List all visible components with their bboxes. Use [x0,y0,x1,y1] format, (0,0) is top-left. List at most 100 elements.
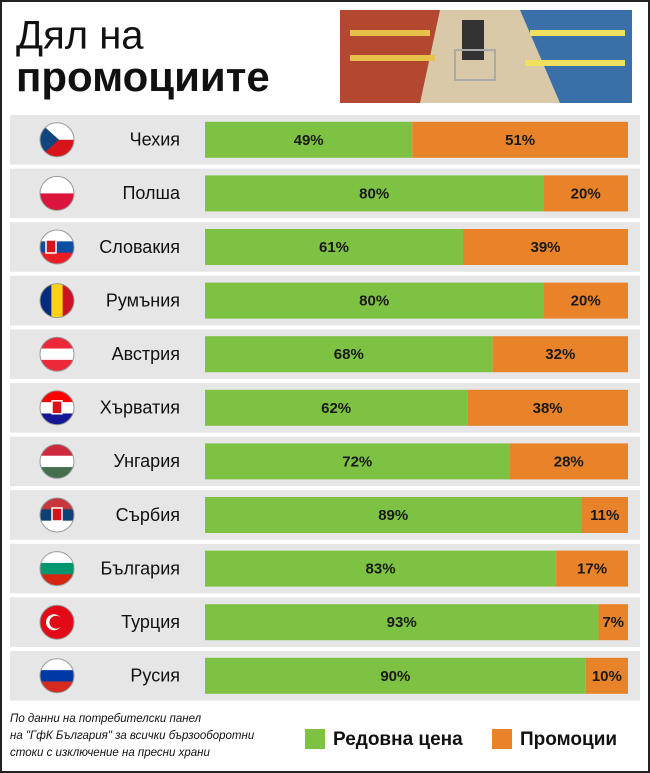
flag-border [39,390,75,426]
note: на "ГфК България" за всички бързооборотн… [10,730,255,742]
photo [340,10,632,103]
flag-shape [40,122,59,157]
flag-stripe [40,681,74,693]
flag-border [39,658,75,694]
flag-border [39,122,75,158]
bar-segment [585,657,628,694]
value-label: 83% [366,561,396,578]
flag-stripe [40,574,74,586]
note: стоки с изключение на пресни храни [10,747,210,759]
bar-segment [205,604,599,641]
flag [40,498,74,532]
bar-segment [598,604,628,641]
flag-stripe [40,467,74,479]
bar-segment [412,121,628,158]
flag [40,230,74,264]
flag [40,444,74,479]
flag-border [39,336,75,372]
bar-segment [205,389,468,426]
bar-segment [492,336,628,373]
value-label: 49% [294,132,324,149]
bar-segment [509,443,628,480]
flag-stripe [40,252,74,264]
bar-segment [205,175,544,212]
flag-stripe [40,176,74,194]
flag [40,337,74,372]
flag-stripe [40,390,74,403]
title-line: Дял на [16,14,144,58]
category-label: Хърватия [100,398,180,418]
bar-segment [205,229,464,265]
value-label: 68% [334,346,364,363]
flag-stripe [40,444,74,457]
bar-segment [205,443,510,480]
bar-segment [463,229,628,265]
flag-border [39,497,75,533]
legend-swatch [305,729,325,749]
value-label: 90% [380,668,410,685]
category-label: Полша [122,183,180,203]
category-label: Унгария [113,451,180,471]
category-label: България [100,558,180,578]
flag-stripe [40,283,52,318]
flag-stripe [40,520,74,532]
bar-segment [205,336,493,373]
flag-shape [49,615,63,629]
flag-border [39,443,75,479]
flag [40,176,74,211]
flag-stripe [40,348,74,361]
flag [40,605,74,640]
value-label: 80% [359,185,389,202]
value-label: 39% [530,239,560,256]
category-label: Турция [121,612,180,632]
category-label: Австрия [112,344,180,364]
flag-border [39,283,75,319]
bar-segment [543,175,628,212]
flag-stripe [40,230,74,242]
value-label: 32% [545,346,575,363]
category-label: Чехия [130,130,180,150]
flag-stripe [40,551,74,564]
bar-segment [556,550,628,587]
flag-border [39,604,75,640]
flag-shape [51,400,63,415]
category-label: Русия [130,666,180,686]
value-label: 72% [342,453,372,470]
flag [40,390,74,425]
flag-stripe [40,562,74,575]
flag-stripe [40,359,74,372]
flag-shape [51,507,63,522]
value-label: 20% [571,293,601,310]
bar-segment [205,121,413,158]
note: По данни на потребителски панел [10,713,202,725]
flag-stripe [40,498,74,510]
flag-border [39,551,75,587]
value-label: 80% [359,293,389,310]
flag [40,283,74,318]
category-label: Сърбия [116,505,180,525]
value-label: 17% [577,561,607,578]
flag-stripe [40,658,74,671]
value-label: 7% [602,614,624,631]
category-label: Словакия [99,237,180,257]
value-label: 11% [590,507,619,524]
legend-label: Промоции [520,729,617,750]
value-label: 20% [571,185,601,202]
flag [40,658,74,693]
flag-stripe [62,283,74,318]
flag-border [39,175,75,211]
value-label: 89% [378,507,408,524]
flag-stripe [40,193,74,211]
bar-segment [205,282,544,319]
bar-segment [467,389,628,426]
value-label: 38% [533,400,563,417]
bar-segment [205,497,582,533]
bar-segment [543,282,628,319]
category-label: Румъния [106,290,180,310]
flag-stripe [40,413,74,425]
flag-stripe [40,337,74,350]
flag-border [39,229,75,265]
flag [40,551,74,586]
legend-label: Редовна цена [333,729,463,750]
